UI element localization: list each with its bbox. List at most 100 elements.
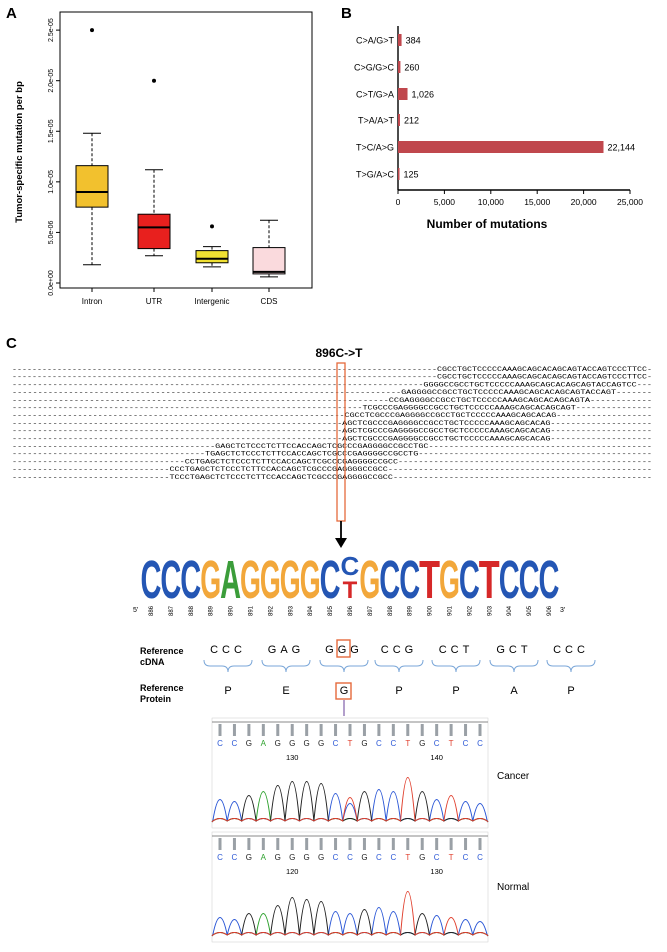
codon: GGG (325, 644, 363, 656)
logo-position: 897 (368, 605, 374, 616)
base-call: C (376, 739, 382, 748)
arrow-head-icon (335, 538, 347, 548)
base-call: G (361, 853, 367, 862)
quality-bar (305, 724, 309, 736)
logo-position: 891 (248, 605, 254, 616)
logo-position: 889 (209, 605, 215, 616)
logo-letter: C (539, 550, 560, 610)
sequence-logo: C886C887C888G889A890G891G892G893G894C895… (133, 550, 565, 616)
quality-bar (391, 724, 395, 736)
logo-position: 902 (467, 605, 473, 616)
codon: CCC (553, 644, 589, 656)
logo-position: 905 (527, 605, 533, 616)
trace-t (211, 891, 489, 937)
panel-label-a: A (6, 5, 17, 22)
read-line: ----------------------------------------… (12, 366, 652, 373)
quality-bar (406, 838, 410, 850)
base-call: T (449, 739, 454, 748)
logo-letter: A (220, 550, 241, 610)
y-tick-label: 1.0e-05 (48, 170, 55, 194)
category-label: T>G/A>C (356, 170, 395, 180)
quality-bar (290, 724, 294, 736)
base-call: G (419, 739, 425, 748)
quality-bar (261, 838, 265, 850)
base-call: C (477, 853, 483, 862)
value-label: 212 (404, 116, 419, 126)
quality-bar (464, 724, 468, 736)
base-call: T (405, 853, 410, 862)
base-call: G (318, 853, 324, 862)
bar (398, 141, 604, 153)
quality-bar (290, 838, 294, 850)
position-tick: 120 (286, 867, 299, 876)
quality-bar (276, 838, 280, 850)
x-tick-label: 15,000 (524, 197, 550, 207)
codon-brace (431, 659, 481, 673)
logo-letter-sub: T (343, 577, 358, 604)
box-intergenic (195, 250, 229, 264)
base-call: G (246, 739, 252, 748)
trace-t (211, 777, 489, 823)
x-tick-label: Intergenic (194, 297, 229, 306)
value-label: 125 (404, 170, 419, 180)
quality-bar (464, 838, 468, 850)
quality-bar (362, 724, 366, 736)
logo-position: 899 (408, 605, 414, 616)
y-tick-label: 1.5e-05 (48, 119, 55, 143)
x-tick-label: 5,000 (434, 197, 456, 207)
quality-bar (391, 838, 395, 850)
x-axis-label: Number of mutations (427, 217, 548, 231)
base-call: C (333, 739, 339, 748)
codon-brace (374, 659, 424, 673)
value-label: 384 (406, 36, 421, 46)
codon: GCT (496, 644, 531, 656)
value-label: 1,026 (412, 90, 435, 100)
base-call: T (449, 853, 454, 862)
quality-bar (377, 838, 381, 850)
y-tick-label: 2.0e-05 (48, 69, 55, 93)
read-line: -------------------------------CCCTGAGCT… (12, 466, 652, 473)
logo-position: 900 (428, 605, 434, 616)
quality-bar (276, 724, 280, 736)
quality-bar (218, 724, 222, 736)
amino-acid: A (510, 685, 518, 697)
base-call: C (217, 853, 223, 862)
y-tick-label: 0.0e+00 (48, 270, 55, 296)
logo-position: 886 (149, 605, 155, 616)
logo-letter: C (399, 550, 420, 610)
quality-bar (247, 724, 251, 736)
logo-letter: C (459, 550, 480, 610)
base-call: C (434, 739, 440, 748)
amino-acid: P (395, 685, 402, 697)
y-axis-label: Tumor-specific mutation per bp (14, 81, 25, 223)
logo-letter: C (160, 550, 181, 610)
base-call: C (232, 739, 238, 748)
base-call: C (463, 739, 469, 748)
read-line: -------------------------------TCCCTGAGC… (12, 474, 652, 481)
mutation-title: 896C->T (315, 346, 363, 360)
base-call: T (348, 739, 353, 748)
quality-bar (377, 724, 381, 736)
quality-bar (362, 838, 366, 850)
value-label: 260 (404, 63, 419, 73)
quality-bar (305, 838, 309, 850)
x-tick-label: 10,000 (478, 197, 504, 207)
logo-position: 888 (189, 605, 195, 616)
logo-position: 890 (229, 605, 235, 616)
quality-bar (348, 724, 352, 736)
logo-letter: C (499, 550, 520, 610)
x-tick-label: 25,000 (617, 197, 643, 207)
logo-5prime: 5' (133, 607, 138, 614)
base-call: G (304, 739, 310, 748)
logo-position: 896 (348, 605, 354, 616)
base-call: G (318, 739, 324, 748)
amino-acid: G (340, 685, 349, 697)
read-line: ----------------------------------------… (12, 381, 652, 388)
quality-bar (218, 838, 222, 850)
codon: GAG (268, 644, 304, 656)
quality-bar (420, 724, 424, 736)
base-call: C (390, 853, 396, 862)
read-line: ----------------------------------------… (12, 443, 652, 450)
quality-bar (247, 838, 251, 850)
logo-letter: G (240, 550, 261, 610)
